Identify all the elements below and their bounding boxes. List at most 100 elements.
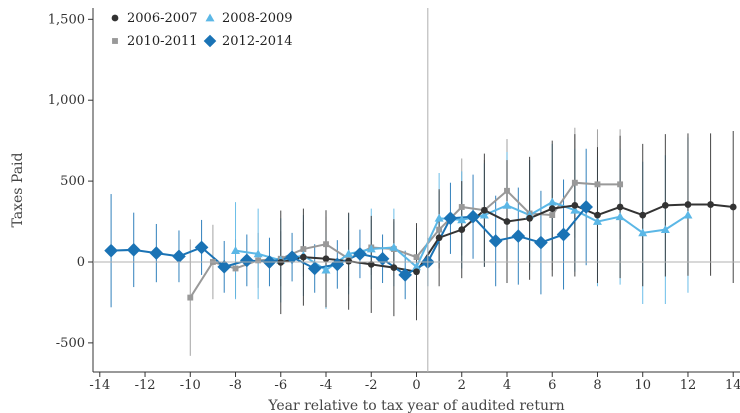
data-point-2006-2007 bbox=[526, 214, 533, 222]
x-tick-label: 2 bbox=[458, 378, 466, 393]
data-point-2008-2009 bbox=[547, 197, 557, 206]
x-tick-label: -10 bbox=[180, 378, 201, 393]
data-point-2012-2014 bbox=[217, 260, 232, 274]
series-lines-layer bbox=[111, 181, 734, 299]
data-point-2006-2007 bbox=[480, 206, 488, 214]
data-point-2006-2007 bbox=[322, 255, 330, 263]
x-tick-label: -4 bbox=[320, 378, 333, 393]
data-point-2012-2014 bbox=[534, 235, 548, 250]
data-point-2010-2011 bbox=[571, 179, 578, 186]
data-point-2010-2011 bbox=[300, 246, 307, 252]
y-tick-label: 0 bbox=[77, 255, 85, 270]
error-bars-layer bbox=[110, 127, 734, 356]
data-point-2012-2014 bbox=[330, 257, 345, 272]
data-point-2008-2009 bbox=[253, 249, 263, 258]
x-tick-label: -8 bbox=[229, 378, 242, 393]
data-point-2012-2014 bbox=[556, 227, 571, 242]
data-point-2008-2009 bbox=[457, 215, 467, 224]
data-point-2012-2014 bbox=[149, 246, 164, 260]
y-axis-title: Taxes Paid bbox=[10, 152, 26, 227]
data-point-2006-2007 bbox=[571, 201, 579, 209]
x-tick-label: 0 bbox=[412, 378, 420, 393]
legend-marker-2006-2007 bbox=[111, 14, 119, 22]
data-point-2012-2014 bbox=[194, 240, 209, 255]
x-tick-label: 4 bbox=[503, 378, 511, 393]
data-point-2012-2014 bbox=[488, 234, 503, 248]
legend-label-2010-2011: 2010-2011 bbox=[127, 34, 198, 49]
data-point-2012-2014 bbox=[126, 243, 141, 257]
data-point-2008-2009 bbox=[638, 228, 648, 237]
data-point-2008-2009 bbox=[389, 242, 399, 251]
data-point-2010-2011 bbox=[323, 241, 329, 248]
legend: 2006-2007 2008-2009 2010-2011 2012-2014 bbox=[111, 11, 293, 49]
data-point-2008-2009 bbox=[592, 217, 602, 225]
data-point-2008-2009 bbox=[434, 213, 444, 222]
y-tick-label: -500 bbox=[56, 336, 85, 351]
data-point-2012-2014 bbox=[172, 249, 186, 264]
data-point-2006-2007 bbox=[367, 261, 375, 268]
data-point-2008-2009 bbox=[321, 265, 331, 274]
x-tick-label: 12 bbox=[680, 378, 697, 393]
data-point-2010-2011 bbox=[436, 226, 443, 233]
data-point-2012-2014 bbox=[579, 200, 593, 214]
data-point-2008-2009 bbox=[660, 225, 670, 234]
y-tick-label: 1,500 bbox=[48, 12, 85, 27]
data-point-2012-2014 bbox=[104, 243, 118, 258]
data-point-2010-2011 bbox=[594, 181, 601, 188]
data-point-2010-2011 bbox=[255, 257, 262, 264]
data-point-2012-2014 bbox=[353, 247, 367, 261]
data-point-2012-2014 bbox=[398, 268, 413, 282]
data-point-2010-2011 bbox=[413, 254, 420, 261]
data-point-2006-2007 bbox=[661, 201, 669, 209]
data-point-2010-2011 bbox=[232, 265, 239, 272]
legend-label-2008-2009: 2008-2009 bbox=[222, 11, 293, 26]
y-tick-label: 1,000 bbox=[48, 93, 85, 108]
data-point-2006-2007 bbox=[729, 203, 737, 211]
data-point-2012-2014 bbox=[443, 211, 458, 226]
x-tick-label: -6 bbox=[274, 378, 287, 393]
data-point-2012-2014 bbox=[466, 209, 480, 224]
legend-marker-2010-2011 bbox=[112, 38, 118, 44]
data-point-2006-2007 bbox=[413, 268, 420, 276]
data-point-2008-2009 bbox=[479, 210, 489, 219]
data-point-2006-2007 bbox=[435, 234, 443, 242]
x-tick-label: 6 bbox=[548, 378, 556, 393]
data-point-2006-2007 bbox=[707, 201, 714, 208]
data-point-2006-2007 bbox=[503, 218, 511, 225]
data-point-2010-2011 bbox=[458, 204, 465, 210]
x-tick-label: -2 bbox=[365, 378, 378, 393]
data-point-2006-2007 bbox=[458, 226, 466, 234]
data-point-2006-2007 bbox=[684, 201, 692, 208]
data-point-2006-2007 bbox=[345, 257, 353, 265]
data-point-2012-2014 bbox=[240, 253, 254, 268]
x-tick-label: 14 bbox=[725, 378, 740, 393]
data-point-2006-2007 bbox=[639, 211, 647, 219]
x-axis-title: Year relative to tax year of audited ret… bbox=[267, 398, 564, 413]
data-point-2010-2011 bbox=[504, 187, 510, 194]
axes-layer: -500 0 500 1,000 1,500 -14 -12 -10 -8 -6 -4 -2 0 2 4 6 8… bbox=[48, 8, 740, 393]
data-point-2012-2014 bbox=[511, 229, 526, 243]
data-point-2006-2007 bbox=[300, 253, 307, 261]
data-point-2008-2009 bbox=[412, 262, 421, 271]
data-point-2006-2007 bbox=[616, 203, 624, 211]
data-point-2008-2009 bbox=[366, 244, 376, 253]
data-point-2006-2007 bbox=[548, 205, 556, 212]
x-tick-label: 10 bbox=[634, 378, 651, 393]
data-point-2006-2007 bbox=[390, 264, 398, 272]
legend-marker-2008-2009 bbox=[205, 13, 215, 22]
data-point-2008-2009 bbox=[231, 246, 241, 255]
data-point-2006-2007 bbox=[594, 211, 601, 219]
legend-label-2006-2007: 2006-2007 bbox=[127, 11, 198, 26]
x-tick-label: -14 bbox=[89, 378, 110, 393]
data-point-2012-2014 bbox=[307, 261, 322, 276]
x-tick-label: -12 bbox=[135, 378, 156, 393]
data-point-2008-2009 bbox=[344, 249, 354, 258]
series-line-2010-2011 bbox=[189, 181, 621, 299]
data-point-2012-2014 bbox=[285, 250, 299, 264]
data-point-2010-2011 bbox=[617, 181, 624, 188]
data-point-2008-2009 bbox=[615, 212, 625, 221]
markers-layer bbox=[104, 179, 737, 301]
data-point-2010-2011 bbox=[187, 294, 194, 301]
data-point-2008-2009 bbox=[502, 200, 512, 209]
